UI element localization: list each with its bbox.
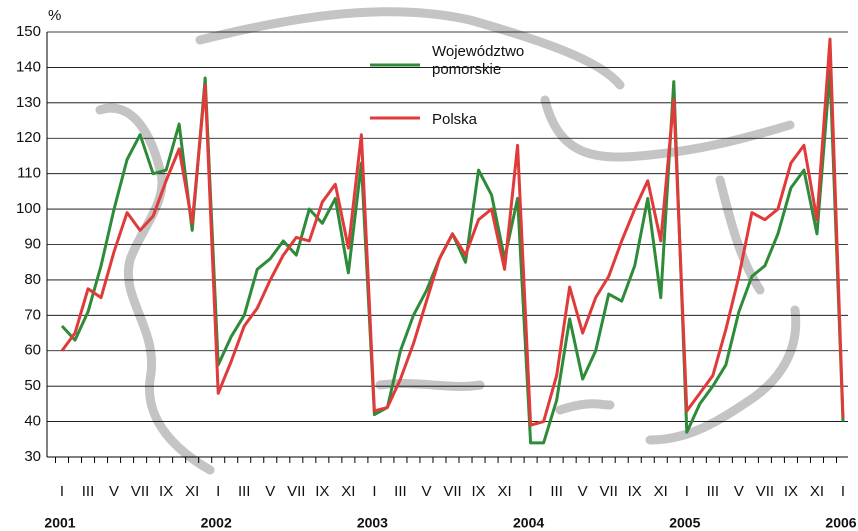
x-tick-label: I	[60, 483, 64, 500]
x-tick-label: XI	[654, 483, 668, 500]
y-tick-label: 110	[17, 165, 41, 182]
y-tick-label: 50	[24, 377, 41, 394]
x-tick-label: IX	[315, 483, 329, 500]
x-tick-label: I	[529, 483, 533, 500]
year-label: 2001	[44, 515, 75, 531]
x-tick-label: VII	[600, 483, 618, 500]
x-tick-label: III	[394, 483, 407, 500]
x-tick-label: V	[421, 483, 431, 500]
y-tick-label: 130	[16, 94, 41, 111]
y-tick-label: 80	[24, 271, 41, 288]
x-tick-label: IX	[628, 483, 642, 500]
y-tick-label: 150	[16, 23, 41, 40]
x-tick-label: XI	[810, 483, 824, 500]
y-tick-label: 90	[24, 235, 41, 252]
y-tick-label: 40	[24, 413, 41, 430]
y-tick-label: 30	[24, 448, 41, 465]
y-unit-label: %	[48, 7, 61, 24]
x-tick-label: III	[238, 483, 251, 500]
year-label: 2002	[201, 515, 232, 531]
x-tick-label: VII	[443, 483, 461, 500]
x-tick-label: VII	[756, 483, 774, 500]
x-tick-label: IX	[471, 483, 485, 500]
x-tick-label: I	[372, 483, 376, 500]
y-tick-label: 140	[16, 58, 41, 75]
x-tick-label: XI	[341, 483, 355, 500]
year-label: 2004	[513, 515, 544, 531]
y-tick-label: 60	[24, 342, 41, 359]
x-tick-label: V	[109, 483, 119, 500]
x-tick-label: VII	[131, 483, 149, 500]
x-tick-label: III	[550, 483, 563, 500]
y-tick-label: 120	[16, 129, 41, 146]
x-tick-label: IX	[159, 483, 173, 500]
x-tick-label: V	[265, 483, 275, 500]
x-tick-label: VII	[287, 483, 305, 500]
y-tick-label: 70	[24, 306, 41, 323]
y-tick-label: 100	[16, 200, 41, 217]
x-tick-label: V	[734, 483, 744, 500]
x-tick-label: I	[841, 483, 845, 500]
series-line	[60, 37, 845, 427]
x-tick-label: XI	[497, 483, 511, 500]
year-label: 2006	[825, 515, 856, 531]
x-tick-label: I	[216, 483, 220, 500]
x-tick-label: I	[685, 483, 689, 500]
legend-label: Województwo pomorskie	[432, 43, 524, 78]
year-label: 2005	[669, 515, 700, 531]
x-tick-label: V	[578, 483, 588, 500]
x-tick-label: XI	[185, 483, 199, 500]
x-tick-label: III	[707, 483, 720, 500]
x-tick-label: III	[82, 483, 95, 500]
legend-label: Polska	[432, 111, 478, 128]
x-tick-label: IX	[784, 483, 798, 500]
year-label: 2003	[357, 515, 388, 531]
